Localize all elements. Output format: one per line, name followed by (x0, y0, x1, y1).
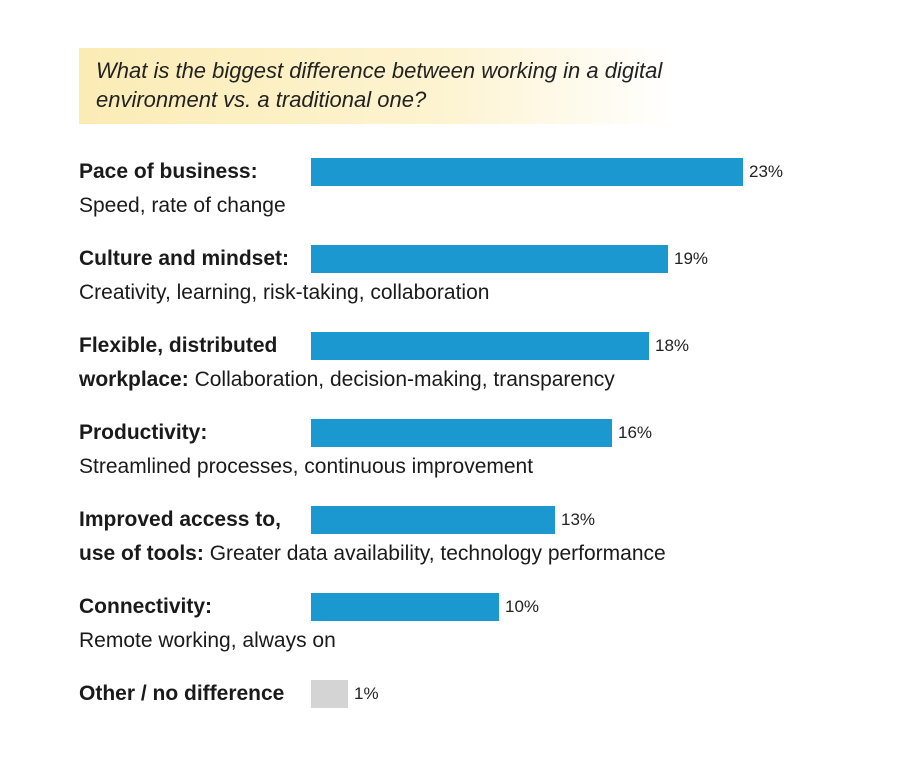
category-description: Streamlined processes, continuous improv… (79, 455, 534, 478)
bar-value-label: 23% (749, 162, 784, 181)
bar-value-label: 13% (561, 510, 596, 529)
category-title-line: Other / no difference (79, 677, 779, 711)
category-title: Improved access to, (79, 508, 281, 531)
category-title: Culture and mindset: (79, 247, 290, 270)
category-description-line: Remote working, always on (79, 624, 779, 658)
category-description: Greater data availability, technology pe… (209, 542, 666, 565)
bar (311, 506, 555, 534)
bar-value-label: 18% (655, 336, 690, 355)
bar (311, 593, 499, 621)
category-description-line: Speed, rate of change (79, 189, 779, 223)
category-title: Flexible, distributed (79, 334, 278, 357)
category-description-line: workplace: Collaboration, decision-makin… (79, 363, 779, 397)
bar (311, 245, 668, 273)
category-description-line: use of tools: Greater data availability,… (79, 537, 779, 571)
category-description: Speed, rate of change (79, 194, 286, 217)
category-title-line: Improved access to, (79, 503, 779, 537)
category-title: Pace of business: (79, 160, 258, 183)
category-title-line: Flexible, distributed (79, 329, 779, 363)
bar-value-label: 16% (618, 423, 653, 442)
category-label: Pace of business: Speed, rate of change (79, 155, 779, 223)
bar (311, 680, 348, 708)
bar-value-label: 19% (674, 249, 709, 268)
category-label: Productivity: Streamlined processes, cont… (79, 416, 779, 484)
category-label: Culture and mindset: Creativity, learning… (79, 242, 779, 310)
category-description-line: Creativity, learning, risk-taking, colla… (79, 276, 779, 310)
category-title-continued: use of tools: (79, 542, 204, 565)
bar-value-label: 1% (354, 684, 379, 703)
category-title-line: Connectivity: (79, 590, 779, 624)
category-label: Improved access to, use of tools: Greater… (79, 503, 779, 571)
category-title: Productivity: (79, 421, 208, 444)
category-label: Connectivity: Remote working, always on (79, 590, 779, 658)
category-title-line: Pace of business: (79, 155, 779, 189)
question-title: What is the biggest difference between w… (96, 58, 663, 112)
category-title-line: Productivity: (79, 416, 779, 450)
category-description: Creativity, learning, risk-taking, colla… (79, 281, 490, 304)
category-description: Collaboration, decision-making, transpar… (194, 368, 615, 391)
bar-value-label: 10% (505, 597, 540, 616)
category-title-line: Culture and mindset: (79, 242, 779, 276)
category-title: Other / no difference (79, 682, 285, 705)
category-title: Connectivity: (79, 595, 213, 618)
bar (311, 332, 649, 360)
category-title-continued: workplace: (79, 368, 189, 391)
bar (311, 158, 743, 186)
category-description: Remote working, always on (79, 629, 336, 652)
category-label: Flexible, distributed workplace: Collabor… (79, 329, 779, 397)
category-label: Other / no difference (79, 677, 779, 711)
bar (311, 419, 612, 447)
question-box: What is the biggest difference between w… (79, 48, 675, 124)
category-description-line: Streamlined processes, continuous improv… (79, 450, 779, 484)
